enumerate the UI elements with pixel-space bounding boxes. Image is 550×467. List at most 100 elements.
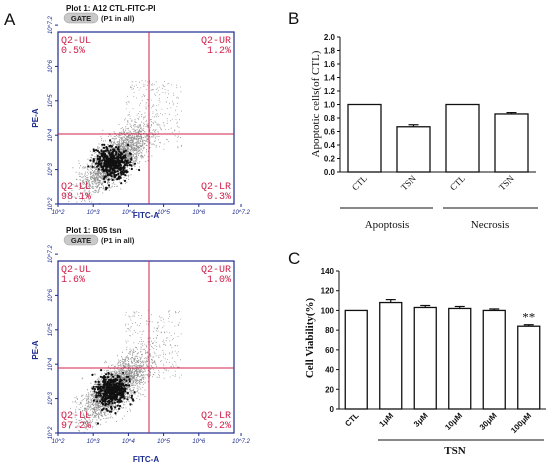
- event-dot: [97, 168, 100, 171]
- x-tick-label: 10^4: [122, 439, 135, 445]
- event-dot: [126, 391, 129, 395]
- event-dot: [119, 397, 122, 400]
- event-dot: [100, 389, 103, 392]
- bar-c-y-label: Cell Viability(%): [304, 297, 316, 378]
- quadrant-ll-value: 97.2%: [61, 421, 91, 432]
- event-dot: [100, 150, 103, 153]
- event-dot: [128, 384, 131, 387]
- event-dot: [116, 404, 119, 407]
- event-dot: [122, 166, 125, 169]
- event-dot: [97, 385, 100, 389]
- quadrant-ur-value: 1.2%: [207, 46, 231, 57]
- y-tick-label: 20: [325, 385, 334, 394]
- event-dot: [101, 408, 104, 412]
- event-dot: [112, 392, 116, 395]
- event-dot: [103, 158, 106, 161]
- x-tick-label: 10^2: [52, 210, 65, 216]
- bar-b-y-label: Apoptotic cells(of CTL): [310, 50, 322, 157]
- event-dot: [104, 188, 108, 191]
- event-dot: [104, 380, 107, 383]
- event-dot: [105, 170, 108, 173]
- event-dot: [116, 400, 119, 403]
- flow-x-label: FITC-A: [133, 455, 159, 464]
- event-dot: [130, 158, 133, 161]
- event-dot: [114, 406, 117, 409]
- quadrant-lr-value: 0.2%: [207, 421, 231, 432]
- y-tick-label: 10^4: [48, 128, 54, 141]
- event-dot: [124, 390, 127, 393]
- x-tick-label: 10^5: [157, 439, 170, 445]
- bar-c-categories: CTL 1μM 3μM 10μM 30μM 100μM: [343, 411, 533, 435]
- event-dot: [126, 164, 129, 167]
- flow-y-ticks: 10^2 10^3 10^4 10^5 10^6 10^7.2: [48, 245, 58, 439]
- event-dot: [112, 163, 115, 166]
- event-dot: [99, 163, 102, 167]
- event-dot: [122, 171, 125, 174]
- event-dots: [60, 309, 183, 434]
- quadrant-ll-value: 98.1%: [61, 192, 91, 203]
- event-dot: [123, 179, 127, 182]
- category-label: 1μM: [377, 411, 395, 429]
- event-dot: [130, 167, 133, 171]
- event-dot: [102, 379, 105, 382]
- event-dot: [102, 156, 105, 160]
- y-tick-label: 120: [321, 287, 335, 296]
- quadrant-ll-name: Q2-LL: [61, 411, 91, 422]
- category-label: TSN: [497, 173, 516, 192]
- event-dot: [115, 173, 118, 177]
- event-dot: [120, 166, 123, 169]
- y-tick-label: 100: [321, 306, 335, 315]
- event-dot: [98, 160, 101, 163]
- x-tick-label: 10^7.2: [232, 210, 250, 216]
- event-dot: [118, 163, 122, 166]
- event-dot: [91, 373, 94, 376]
- event-dot: [100, 401, 104, 404]
- event-dot: [110, 373, 113, 376]
- significance-mark: **: [522, 310, 535, 325]
- event-dot: [124, 383, 128, 387]
- event-dot: [95, 391, 98, 394]
- event-dot: [102, 400, 105, 403]
- event-dot: [101, 159, 104, 162]
- y-tick-label: 10^3: [48, 392, 54, 405]
- flow-plot-title: Plot 1: A12 CTL-FITC-PI: [66, 4, 155, 13]
- event-dot: [118, 177, 121, 180]
- flow-y-label: PE-A: [31, 340, 40, 359]
- event-dot: [96, 157, 99, 160]
- event-dot: [108, 145, 111, 148]
- event-dot: [114, 412, 117, 415]
- quadrant-lr-name: Q2-LR: [201, 411, 231, 422]
- event-dot: [125, 379, 128, 382]
- event-dot: [109, 139, 112, 142]
- event-dot: [111, 169, 114, 172]
- event-dot: [104, 400, 107, 403]
- flow-dots: [60, 309, 183, 434]
- x-tick-label: 10^4: [122, 210, 135, 216]
- group-label-apoptosis: Apoptosis: [365, 219, 410, 231]
- event-dot: [108, 170, 111, 173]
- event-dot: [100, 398, 104, 401]
- event-dot: [97, 383, 100, 386]
- event-dot: [114, 170, 117, 173]
- event-dot: [118, 150, 121, 153]
- event-dot: [95, 149, 98, 152]
- event-dot: [107, 178, 110, 181]
- event-dot: [106, 147, 109, 150]
- event-dot: [124, 149, 127, 152]
- event-dot: [99, 400, 102, 403]
- event-dot: [116, 376, 119, 379]
- event-dot: [122, 151, 125, 154]
- event-dot: [107, 184, 111, 187]
- y-tick-label: 10^4: [48, 357, 54, 370]
- event-dot: [111, 402, 114, 405]
- y-tick-label: 60: [325, 346, 334, 355]
- category-label: CTL: [343, 411, 360, 428]
- event-dots: [64, 80, 182, 204]
- event-dot: [114, 398, 117, 401]
- event-dot: [122, 395, 125, 398]
- event-dot: [100, 154, 103, 157]
- event-dot: [104, 378, 107, 381]
- event-dot: [93, 149, 96, 152]
- x-tick-label: 10^3: [87, 439, 100, 445]
- event-dot: [130, 394, 133, 397]
